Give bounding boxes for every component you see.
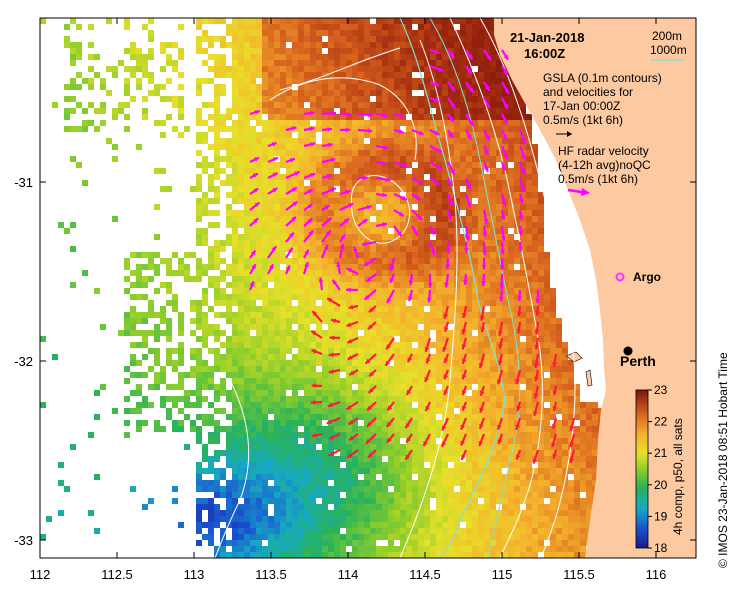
legend-1000m-label: 1000m <box>650 43 687 57</box>
plot-frame <box>39 17 697 559</box>
contour-1000m <box>399 18 506 558</box>
colorbar-title: 4h comp, p50, all sats <box>671 418 685 535</box>
colorbar-tick-label: 19 <box>654 509 668 523</box>
map-time: 16:00Z <box>524 46 565 61</box>
x-axis: 112 112.5 113 113.5 114 114.5 115 115.5 116 <box>30 18 667 582</box>
gsla-line-3: 17-Jan 00:00Z <box>543 99 620 113</box>
garden-island <box>585 369 593 387</box>
y-tick-label: -32 <box>14 354 33 369</box>
colorbar-tick-label: 22 <box>654 415 668 429</box>
gsla-contour-1 <box>449 18 543 558</box>
x-tick-label: 116 <box>646 567 667 582</box>
gsla-line-1: GSLA (0.1m contours) <box>543 71 662 85</box>
colorbar-tick-label: 20 <box>654 478 668 492</box>
y-tick-label: -33 <box>14 533 33 548</box>
colorbar-tick-label: 21 <box>654 446 668 460</box>
gsla-contour-2 <box>479 18 576 558</box>
x-tick-label: 112 <box>30 567 51 582</box>
gsla-contour-3 <box>399 39 458 558</box>
radar-line-1: HF radar velocity <box>558 144 649 158</box>
x-tick-label: 113.5 <box>255 567 287 582</box>
gsla-line-2: and velocities for <box>543 85 633 99</box>
colorbar-tick-label: 18 <box>654 541 668 555</box>
colorbar-gradient <box>635 389 649 549</box>
gsla-eddy-contour <box>350 175 410 244</box>
map-date: 21-Jan-2018 <box>510 30 584 45</box>
perth-label: Perth <box>620 353 656 369</box>
radar-line-2: (4-12h avg)noQC <box>558 158 651 172</box>
x-tick-label: 115 <box>492 567 513 582</box>
x-tick-label: 112.5 <box>101 567 133 582</box>
radar-scale-arrow <box>567 188 590 196</box>
gsla-contour-5 <box>279 47 401 91</box>
credit-text: © IMOS 23-Jan-2018 08:51 Hobart Time <box>716 352 730 568</box>
y-axis: -31 -32 -33 <box>14 175 696 548</box>
argo-marker: Argo <box>615 270 661 284</box>
x-tick-label: 115.5 <box>563 567 595 582</box>
x-tick-label: 113 <box>184 567 205 582</box>
gsla-scale-arrow <box>556 131 572 137</box>
contour-200m <box>429 18 521 558</box>
radar-scale-label: 0.5m/s (1kt 6h) <box>558 172 638 186</box>
x-tick-label: 114 <box>338 567 359 582</box>
colorbar: 23 22 21 20 19 18 4h comp, p50, all sats <box>635 383 685 555</box>
map-plot-area <box>40 18 696 558</box>
colorbar-tick-label: 23 <box>654 383 668 397</box>
hf-radar-velocity-arrows <box>248 48 576 464</box>
legend-200m-label: 200m <box>652 29 682 43</box>
perth-marker: Perth <box>620 346 656 369</box>
y-tick-label: -31 <box>14 175 33 190</box>
gsla-contour-6 <box>214 379 250 558</box>
argo-label: Argo <box>633 270 661 284</box>
gsla-scale-label: 0.5m/s (1kt 6h) <box>543 113 623 127</box>
x-tick-label: 114.5 <box>409 567 441 582</box>
